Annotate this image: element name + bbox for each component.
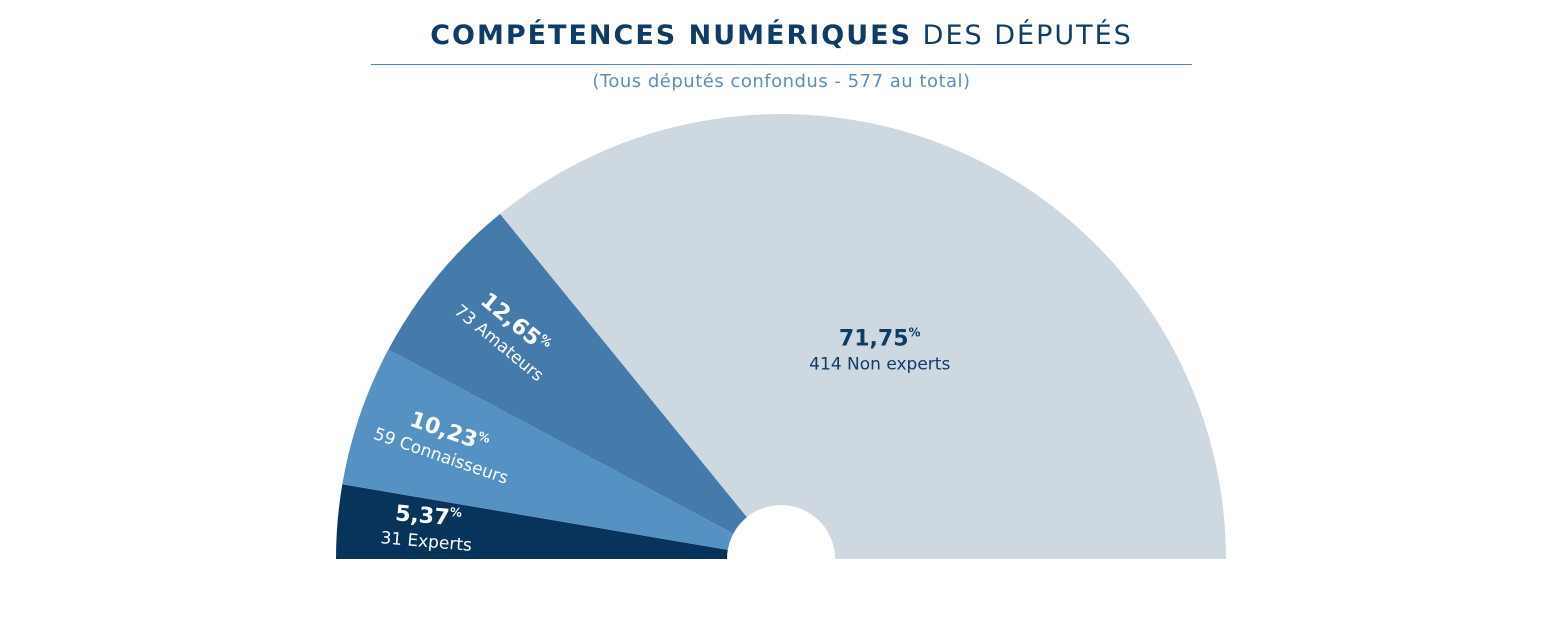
- chart-title-light: DES DÉPUTÉS: [922, 20, 1133, 51]
- slice-count-label: 414 Non experts: [809, 354, 950, 374]
- chart-title: COMPÉTENCES NUMÉRIQUES DES DÉPUTÉS: [0, 20, 1563, 51]
- slice-percent-label: 71,75%: [839, 325, 921, 351]
- slice-label-3: 71,75% 414 Non experts: [809, 325, 950, 374]
- chart-title-bold: COMPÉTENCES NUMÉRIQUES: [430, 20, 913, 51]
- title-divider: [371, 64, 1192, 65]
- slice-label-0: 5,37%31 Experts: [380, 500, 473, 555]
- slice-percent-label: 5,37%: [394, 500, 462, 531]
- slice-1: [342, 349, 734, 550]
- slice-3: [500, 113, 1226, 559]
- slice-0: [336, 484, 728, 559]
- slice-2: [388, 213, 747, 534]
- chart-slices: [336, 113, 1226, 559]
- chart-subtitle: (Tous députés confondus - 577 au total): [592, 71, 971, 92]
